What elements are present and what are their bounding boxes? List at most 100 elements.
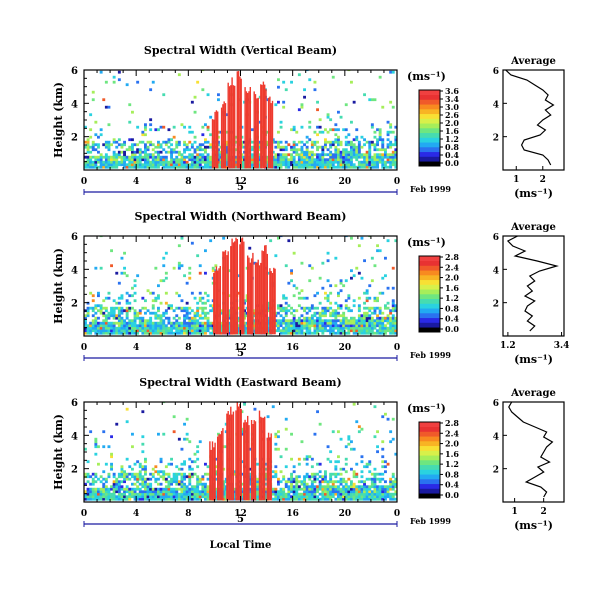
heatmap-cell: [154, 311, 158, 315]
heatmap-cell: [344, 326, 348, 330]
heatmap-cell: [376, 148, 379, 152]
heatmap-cell: [224, 153, 228, 157]
heatmap-cell: [177, 153, 181, 157]
profile-title: Average: [510, 222, 556, 233]
heatmap-burst: [220, 430, 223, 501]
heatmap-cell: [342, 321, 346, 325]
heatmap-cell: [211, 269, 215, 273]
heatmap-cell: [157, 490, 160, 494]
heatmap-cell: [391, 472, 395, 476]
heatmap-cell: [331, 75, 335, 79]
heatmap-cell: [365, 155, 369, 159]
heatmap-cell: [206, 465, 210, 469]
heatmap-cell: [201, 316, 205, 320]
profile-x-tick-label: 1.2: [500, 341, 516, 351]
heatmap-cell: [97, 326, 100, 330]
heatmap-cell: [282, 492, 286, 496]
heatmap-cell: [172, 430, 176, 434]
heatmap-cell: [217, 143, 220, 147]
heatmap-cell: [363, 480, 366, 484]
heatmap-cell: [264, 467, 267, 471]
heatmap-cell: [86, 140, 90, 144]
heatmap-cell: [177, 487, 181, 491]
heatmap-cell: [290, 432, 293, 436]
heatmap-cell: [240, 490, 244, 494]
heatmap-cell: [360, 163, 364, 167]
heatmap-cell: [201, 153, 205, 157]
heatmap-cell: [193, 324, 197, 328]
heatmap-cell: [321, 487, 325, 491]
date-label: Feb 1999: [410, 516, 451, 526]
heatmap-cell: [344, 470, 348, 474]
heatmap-cell: [386, 286, 390, 290]
heatmap-cell: [172, 492, 176, 496]
heatmap-cell: [84, 163, 87, 167]
heatmap-cell: [177, 482, 181, 486]
heatmap-cell: [297, 487, 301, 491]
heatmap-cell: [337, 495, 340, 499]
heatmap-cell: [136, 477, 140, 481]
heatmap-cell: [183, 422, 186, 426]
heatmap-cell: [217, 160, 220, 164]
heatmap-cell: [120, 324, 124, 328]
heatmap-cell: [146, 324, 150, 328]
heatmap-cell: [339, 331, 343, 335]
heatmap-cell: [117, 163, 121, 167]
heatmap-cell: [391, 497, 395, 501]
heatmap-cell: [151, 490, 155, 494]
heatmap-cell: [300, 289, 304, 293]
heatmap-cell: [347, 490, 351, 494]
heatmap-cell: [183, 321, 186, 325]
heatmap-cell: [373, 158, 377, 162]
heatmap-cell: [357, 495, 361, 499]
heatmap-cell: [365, 331, 369, 335]
heatmap-cell: [394, 316, 397, 320]
heatmap-cell: [389, 158, 393, 162]
heatmap-cell: [310, 160, 314, 164]
x-tick-label: 4: [133, 177, 139, 187]
heatmap-cell: [376, 497, 379, 501]
heatmap-cell: [313, 329, 317, 333]
heatmap-cell: [136, 487, 140, 491]
heatmap-cell: [138, 495, 142, 499]
colorbar-segment: [419, 109, 440, 115]
y-axis-label: Height (km): [52, 248, 65, 324]
heatmap-cell: [339, 115, 343, 119]
heatmap-cell: [339, 329, 343, 333]
heatmap-cell: [264, 495, 267, 499]
heatmap-cell: [151, 299, 155, 303]
heatmap-cell: [355, 135, 359, 139]
heatmap-cell: [149, 472, 153, 476]
heatmap-cell: [112, 326, 116, 330]
heatmap-cell: [248, 490, 252, 494]
heatmap-cell: [290, 153, 293, 157]
heatmap-cell: [347, 140, 351, 144]
colorbar-segment: [419, 303, 440, 309]
heatmap-cell: [185, 306, 189, 310]
heatmap-cell: [201, 160, 205, 164]
heatmap-cell: [384, 316, 387, 320]
heatmap-cell: [209, 155, 213, 159]
heatmap-burst: [245, 91, 248, 169]
heatmap-cell: [391, 487, 395, 491]
heatmap-cell: [342, 467, 346, 471]
heatmap-cell: [326, 163, 330, 167]
heatmap-cell: [149, 88, 153, 92]
heatmap-cell: [384, 324, 387, 328]
heatmap-cell: [394, 329, 397, 333]
heatmap-cell: [133, 165, 137, 169]
heatmap-cell: [329, 140, 333, 144]
heatmap-burst: [239, 76, 241, 169]
heatmap-cell: [144, 331, 147, 335]
heatmap-cell: [86, 309, 90, 313]
heatmap-cell: [305, 472, 309, 476]
heatmap-cell: [183, 477, 186, 481]
date-label: Feb 1999: [410, 350, 451, 360]
heatmap-cell: [287, 304, 291, 308]
heatmap-cell: [204, 140, 207, 144]
heatmap-cell: [149, 165, 153, 169]
colorbar-segment: [419, 118, 440, 124]
heatmap-cell: [206, 326, 210, 330]
heatmap-cell: [157, 482, 160, 486]
heatmap-cell: [144, 467, 147, 471]
